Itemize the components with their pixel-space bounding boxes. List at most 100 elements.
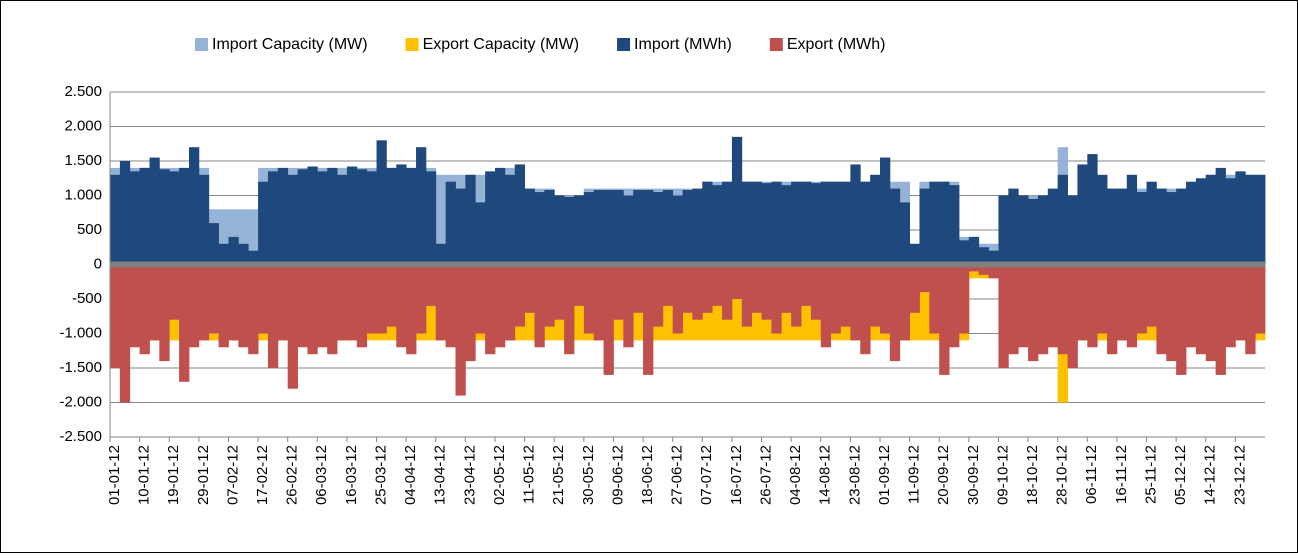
x-tick-label: 23-04-12	[461, 445, 478, 505]
legend-swatch	[405, 38, 419, 51]
y-tick-label: 2.500	[64, 83, 102, 100]
x-tick-label: 16-11-12	[1113, 445, 1130, 504]
bar	[850, 164, 861, 265]
bar	[1215, 264, 1226, 375]
bar	[603, 189, 614, 265]
x-tick-label: 23-08-12	[846, 445, 863, 505]
bar	[386, 264, 397, 327]
bar	[731, 264, 743, 341]
x-tick-label: 18-06-12	[639, 445, 656, 505]
y-tick-label: -2.500	[59, 428, 102, 445]
bar	[830, 264, 841, 334]
bar	[573, 264, 585, 306]
bar	[929, 181, 940, 265]
bar	[435, 264, 447, 341]
bar	[899, 202, 911, 265]
bar	[998, 195, 1009, 265]
bar	[1107, 264, 1118, 355]
bar	[1077, 164, 1088, 265]
bar	[958, 240, 970, 265]
bar	[1126, 174, 1138, 265]
bar	[149, 157, 160, 265]
bar	[1235, 171, 1246, 265]
bar	[386, 167, 397, 265]
bar	[791, 181, 802, 265]
bar	[1037, 264, 1049, 355]
bar	[1205, 264, 1217, 362]
legend-swatch	[769, 38, 783, 51]
bar	[198, 174, 210, 265]
bar	[850, 264, 861, 341]
bar	[504, 174, 516, 265]
x-tick-label: 30-09-12	[965, 445, 982, 505]
bar	[139, 264, 150, 355]
bar	[1195, 264, 1207, 355]
bar	[909, 264, 920, 313]
bar	[455, 188, 466, 265]
bar	[761, 183, 772, 265]
bar	[968, 236, 980, 265]
x-tick-label: 07-07-12	[698, 445, 715, 505]
bar	[396, 264, 407, 348]
x-tick-label: 05-12-12	[1172, 445, 1189, 505]
bar	[1136, 192, 1147, 265]
bar	[1186, 264, 1197, 348]
bar	[761, 264, 772, 320]
bar	[248, 264, 259, 355]
bar	[406, 167, 417, 265]
bar	[1245, 264, 1256, 355]
bar	[514, 264, 526, 327]
bar	[425, 264, 437, 306]
bar	[712, 185, 723, 265]
y-tick-label: 1.500	[64, 152, 102, 169]
bar	[919, 264, 930, 293]
x-tick-label: 16-07-12	[728, 445, 745, 505]
legend-label: Import (MWh)	[634, 36, 732, 53]
bar	[692, 188, 703, 265]
bar	[1107, 188, 1118, 265]
bar	[139, 167, 150, 265]
x-tick-label: 18-10-12	[1024, 445, 1041, 505]
bar	[899, 264, 911, 341]
bar	[1018, 264, 1029, 348]
bar	[889, 264, 901, 362]
bar	[564, 196, 575, 265]
bar	[406, 264, 417, 355]
bar	[159, 169, 170, 265]
bar	[988, 250, 999, 265]
bar	[267, 264, 279, 368]
legend-label: Export Capacity (MW)	[423, 36, 579, 53]
bar	[376, 140, 387, 265]
bar	[712, 264, 723, 306]
bar	[840, 264, 851, 327]
bar	[781, 264, 792, 313]
bar	[889, 188, 901, 265]
bar	[880, 264, 891, 334]
bar	[554, 264, 565, 320]
x-tick-label: 11-05-12	[521, 445, 538, 504]
bar	[939, 181, 950, 265]
bar	[110, 174, 121, 265]
bar	[327, 264, 338, 355]
bar	[613, 264, 624, 320]
bar	[919, 188, 930, 265]
bar	[1235, 264, 1246, 341]
bar	[1156, 188, 1167, 265]
bar	[751, 181, 762, 265]
bar	[652, 192, 664, 265]
bar	[169, 171, 180, 265]
bar	[218, 243, 229, 265]
bar	[425, 171, 437, 265]
bar	[929, 264, 940, 334]
x-tick-label: 25-11-12	[1142, 445, 1159, 504]
y-tick-label: -500	[72, 290, 102, 307]
bar	[1126, 264, 1138, 348]
bar	[682, 189, 693, 265]
bar	[287, 264, 298, 389]
x-tick-label: 17-02-12	[254, 445, 271, 505]
y-tick-label: 1.000	[64, 186, 102, 203]
bar	[1047, 188, 1059, 265]
bar	[435, 174, 447, 265]
bar	[1176, 264, 1187, 375]
bar	[909, 243, 920, 265]
